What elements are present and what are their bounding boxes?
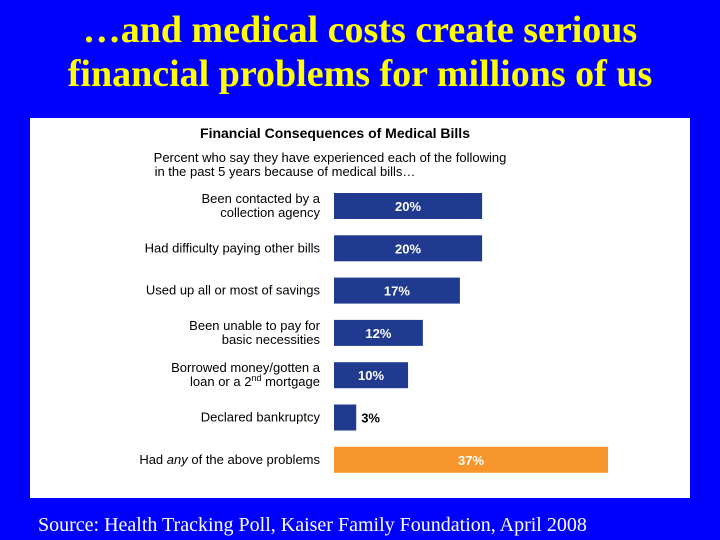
bar-7	[334, 446, 608, 473]
source-note: Source: Health Tracking Poll, Kaiser Fam…	[38, 514, 587, 536]
category-label-3: Used up all or most of savings	[146, 283, 321, 298]
bar-value-label-7: 37%	[458, 453, 484, 468]
category-label-4-line-2: basic necessities	[222, 332, 321, 347]
bar-chart: Financial Consequences of Medical Bills …	[139, 125, 608, 473]
chart-panel: Financial Consequences of Medical Bills …	[30, 118, 690, 498]
category-label-7: Had any of the above problems	[139, 452, 320, 467]
bar-value-label-1: 20%	[395, 199, 421, 214]
category-label-5-line-1: Borrowed money/gotten a	[171, 360, 321, 375]
bar-1	[334, 193, 483, 219]
chart-subtitle-line-2: in the past 5 years because of medical b…	[155, 164, 416, 179]
category-label-4-line-1: Been unable to pay for	[189, 318, 320, 333]
bar-3	[334, 277, 460, 304]
category-label-1-line-2: collection agency	[220, 205, 320, 220]
slide-title-line-1: …and medical costs create serious	[82, 9, 638, 51]
bar-value-label-2: 20%	[395, 241, 421, 256]
bar-value-label-4: 12%	[365, 326, 391, 341]
category-label-6: Declared bankruptcy	[201, 410, 321, 425]
chart-subtitle-line-1: Percent who say they have experienced ea…	[154, 150, 507, 165]
category-label-2: Had difficulty paying other bills	[145, 240, 321, 255]
bar-2	[334, 235, 483, 262]
bar-value-label-5: 10%	[358, 368, 384, 383]
slide-title: …and medical costs create serious financ…	[0, 8, 720, 96]
bar-value-label-6: 3%	[361, 411, 380, 426]
bar-value-label-3: 17%	[384, 284, 410, 299]
bar-6	[334, 404, 357, 431]
chart-title: Financial Consequences of Medical Bills	[200, 125, 470, 141]
slide-title-line-2: financial problems for millions of us	[67, 53, 653, 95]
category-label-5-line-2: loan or a 2nd mortgage	[190, 373, 320, 389]
bar-5	[334, 362, 409, 389]
category-label-1-line-1: Been contacted by a	[201, 191, 320, 206]
bar-4	[334, 319, 423, 346]
